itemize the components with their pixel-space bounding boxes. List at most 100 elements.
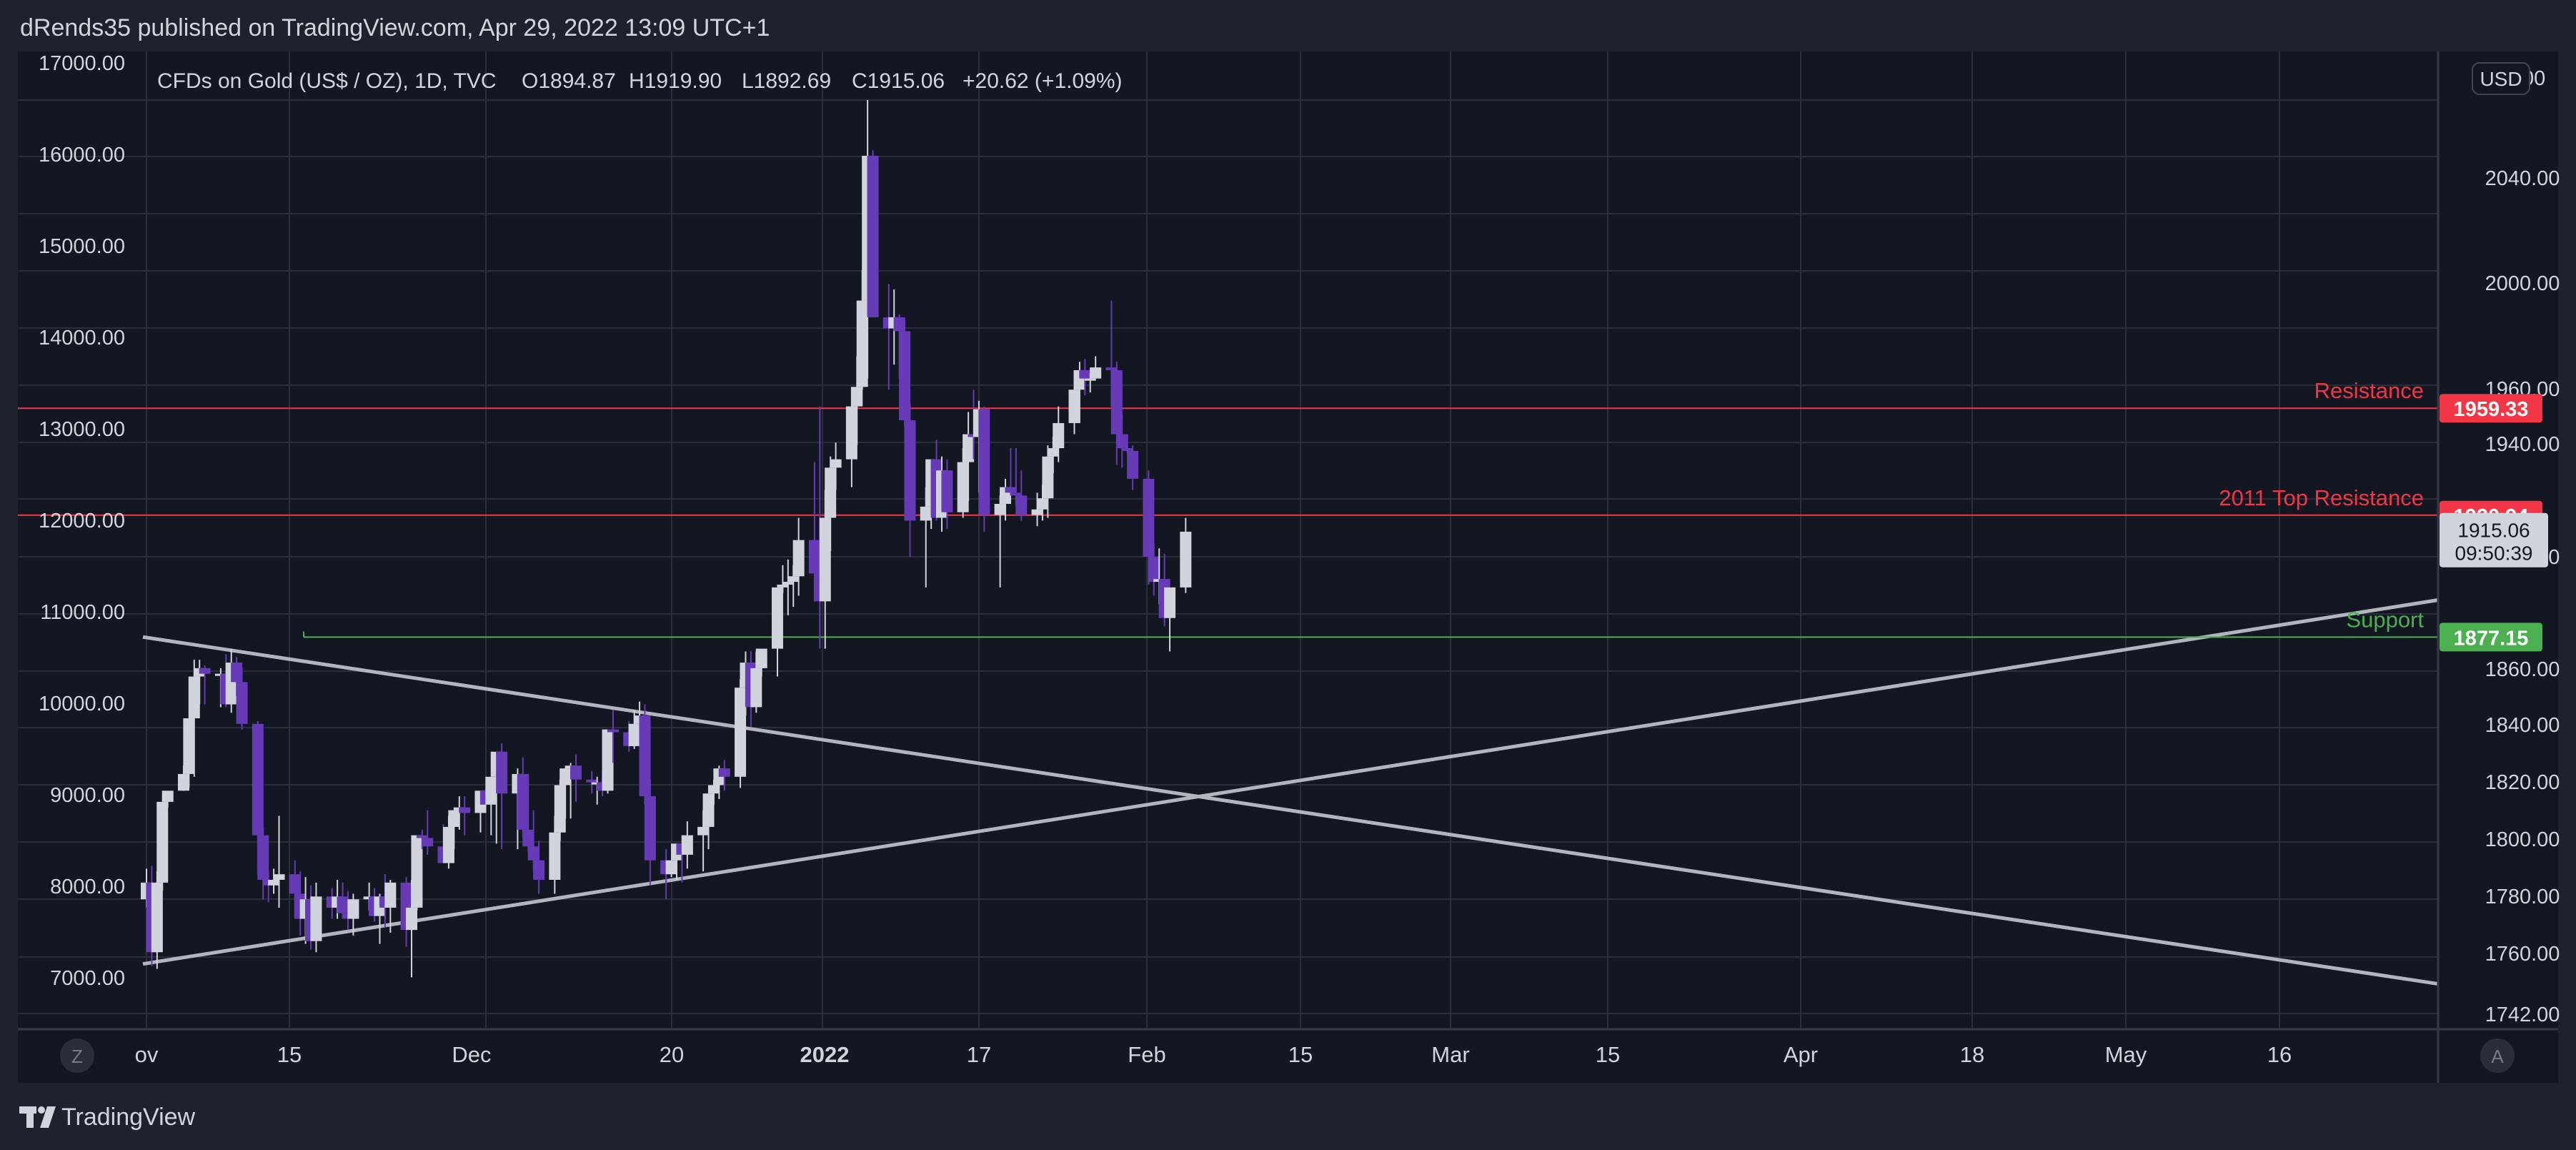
zoom-button[interactable]: Z bbox=[60, 1039, 94, 1073]
price-tick-left: 17000.00 bbox=[39, 52, 125, 75]
legend-high: H1919.90 bbox=[629, 69, 722, 93]
candle[interactable] bbox=[771, 587, 783, 677]
candle[interactable] bbox=[236, 668, 248, 730]
candle[interactable] bbox=[496, 743, 508, 850]
published-text: dRends35 published on TradingView.com, A… bbox=[20, 14, 770, 41]
candle-body bbox=[337, 896, 349, 913]
candle-body bbox=[845, 406, 857, 460]
candle[interactable] bbox=[151, 871, 163, 969]
candle[interactable] bbox=[825, 456, 837, 552]
candle[interactable] bbox=[570, 754, 582, 802]
candle[interactable] bbox=[1090, 356, 1102, 379]
candle[interactable] bbox=[411, 835, 423, 911]
candle[interactable] bbox=[941, 459, 953, 530]
candle[interactable] bbox=[777, 565, 789, 593]
candle[interactable] bbox=[718, 760, 730, 791]
candle[interactable] bbox=[1127, 445, 1139, 490]
time-tick: Mar bbox=[1431, 1042, 1469, 1067]
time-tick: 20 bbox=[660, 1042, 684, 1067]
candle[interactable] bbox=[459, 796, 471, 836]
candle[interactable] bbox=[1053, 406, 1065, 462]
candle-body bbox=[851, 387, 863, 407]
tradingview-logo[interactable]: TradingView bbox=[19, 1104, 196, 1131]
candle[interactable] bbox=[485, 776, 497, 836]
candle[interactable] bbox=[161, 790, 174, 808]
candle[interactable] bbox=[1164, 587, 1176, 652]
candle-body bbox=[830, 459, 842, 468]
candle[interactable] bbox=[1116, 415, 1128, 468]
candle[interactable] bbox=[1042, 445, 1054, 518]
time-tick: 15 bbox=[277, 1042, 302, 1067]
candle[interactable] bbox=[899, 319, 911, 426]
candle[interactable] bbox=[310, 882, 322, 953]
price-tick-left: 8000.00 bbox=[50, 876, 125, 898]
price-tick-right: 1800.00 bbox=[2485, 828, 2560, 851]
candle[interactable] bbox=[978, 406, 990, 532]
candle-body bbox=[570, 765, 582, 780]
legend-change: +20.62 (+1.09%) bbox=[963, 69, 1123, 93]
price-tick-right: 2040.00 bbox=[2485, 167, 2560, 190]
candle[interactable] bbox=[994, 495, 1006, 588]
candle[interactable] bbox=[273, 816, 285, 908]
candle[interactable] bbox=[533, 841, 545, 894]
candle[interactable] bbox=[735, 679, 747, 788]
candle[interactable] bbox=[702, 793, 715, 850]
time-tick: 15 bbox=[1596, 1042, 1620, 1067]
candle[interactable] bbox=[1005, 448, 1017, 496]
candle[interactable] bbox=[522, 773, 534, 853]
candle[interactable] bbox=[554, 779, 566, 841]
candle[interactable] bbox=[782, 559, 794, 615]
candle[interactable] bbox=[1015, 470, 1028, 521]
trendline-ascending[interactable] bbox=[142, 598, 2439, 966]
candle[interactable] bbox=[156, 801, 169, 891]
candle-body bbox=[1068, 390, 1080, 423]
candle-body bbox=[771, 587, 783, 649]
candle[interactable] bbox=[268, 868, 280, 894]
level-label-2: Support bbox=[2346, 607, 2424, 632]
candle[interactable] bbox=[337, 882, 349, 919]
candle[interactable] bbox=[422, 810, 434, 855]
candle[interactable] bbox=[1121, 434, 1133, 454]
candle[interactable] bbox=[607, 710, 619, 763]
time-axis[interactable]: ov 15 Dec 20 2022 17 Feb 15 Mar 15 Apr 18 May 16 bbox=[135, 1042, 2292, 1067]
candle[interactable] bbox=[681, 821, 693, 869]
candle[interactable] bbox=[448, 810, 460, 850]
candle[interactable] bbox=[792, 517, 805, 596]
level-price-text-2: 1877.15 bbox=[2454, 627, 2529, 650]
currency-button[interactable]: USD bbox=[2472, 62, 2530, 95]
candle[interactable] bbox=[867, 150, 879, 317]
candle[interactable] bbox=[1148, 542, 1160, 596]
candle[interactable] bbox=[644, 779, 656, 886]
candle[interactable] bbox=[199, 665, 211, 705]
symbol-legend[interactable]: CFDs on Gold (US$ / OZ), 1D, TVC O1894.8… bbox=[157, 69, 1123, 93]
candle-body bbox=[867, 155, 879, 317]
candle[interactable] bbox=[755, 648, 767, 677]
candle-body bbox=[1015, 495, 1028, 515]
candle[interactable] bbox=[963, 412, 975, 502]
candle[interactable] bbox=[602, 729, 614, 794]
candle[interactable] bbox=[904, 403, 916, 557]
currency-button-bg bbox=[2472, 62, 2530, 95]
candle[interactable] bbox=[188, 660, 200, 777]
zoom-button-label: Z bbox=[71, 1046, 83, 1067]
candle[interactable] bbox=[183, 718, 195, 788]
candle[interactable] bbox=[830, 442, 842, 490]
candle-body bbox=[825, 467, 837, 518]
candle[interactable] bbox=[517, 757, 529, 838]
candle-body bbox=[183, 718, 195, 774]
price-tick-right: 1940.00 bbox=[2485, 433, 2560, 456]
candle[interactable] bbox=[639, 704, 651, 805]
candle-body bbox=[517, 773, 529, 830]
candle[interactable] bbox=[1180, 517, 1192, 593]
trendline-descending[interactable] bbox=[142, 635, 2439, 986]
candle[interactable] bbox=[347, 893, 359, 936]
candle-body bbox=[177, 773, 189, 791]
candle[interactable] bbox=[1079, 359, 1091, 396]
auto-scale-button[interactable]: A bbox=[2480, 1039, 2515, 1073]
price-tick-right: 1820.00 bbox=[2485, 771, 2560, 794]
candle[interactable] bbox=[560, 768, 572, 819]
price-tick-right: 1742.00 bbox=[2485, 1003, 2560, 1026]
candle[interactable] bbox=[384, 879, 397, 933]
candle[interactable] bbox=[257, 826, 269, 900]
candle[interactable] bbox=[665, 860, 677, 878]
